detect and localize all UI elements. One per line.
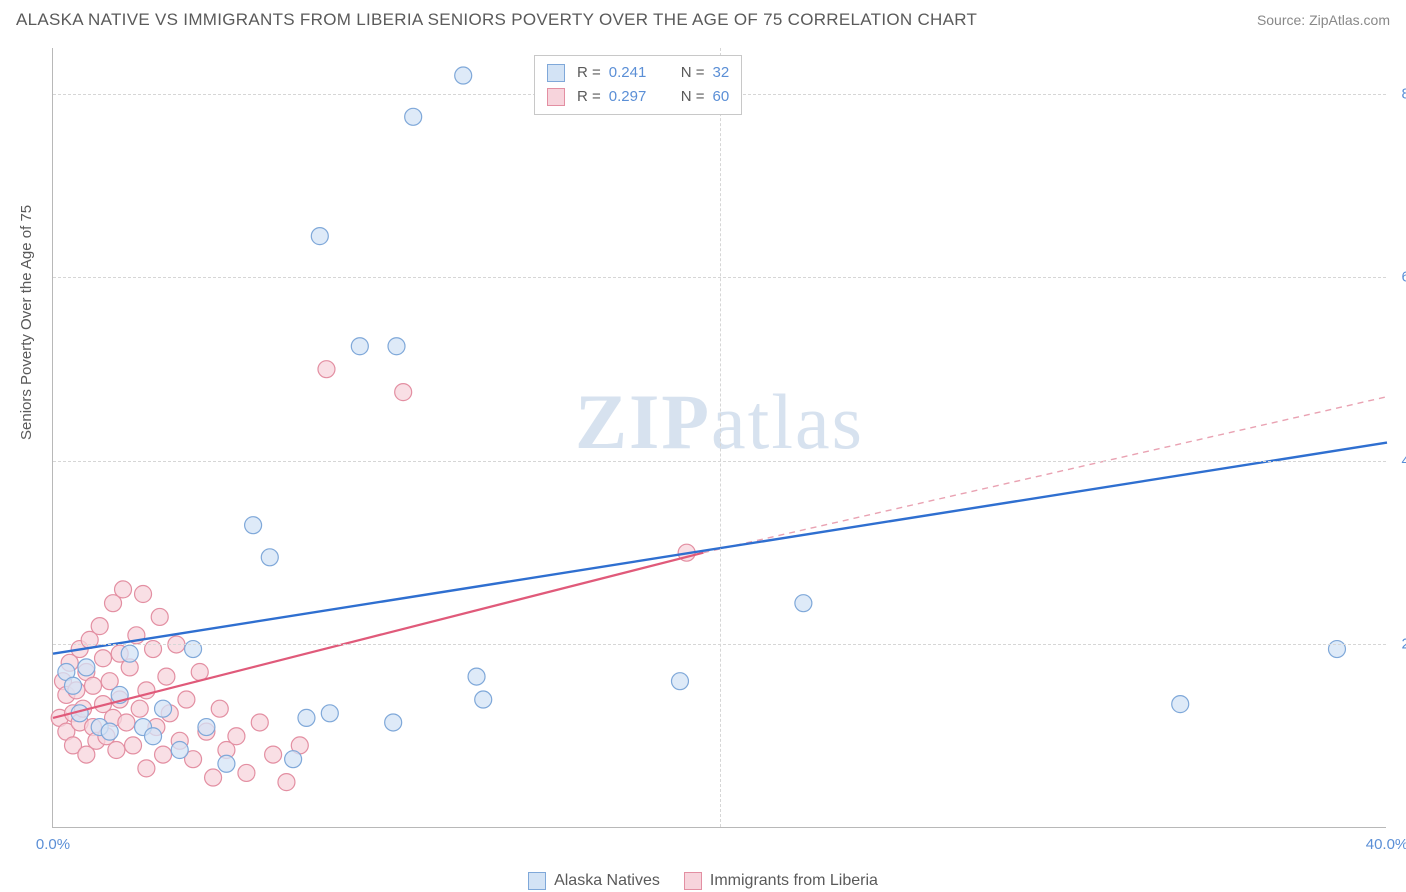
chart-title: ALASKA NATIVE VS IMMIGRANTS FROM LIBERIA… (16, 10, 977, 30)
legend-label-liberia: Immigrants from Liberia (710, 872, 878, 890)
swatch-liberia-bottom (684, 872, 702, 890)
data-point (145, 641, 162, 658)
data-point (245, 517, 262, 534)
data-point (228, 728, 245, 745)
data-point (251, 714, 268, 731)
data-point (191, 664, 208, 681)
legend-item-alaska: Alaska Natives (528, 872, 660, 890)
legend-correlation: R = 0.241 N = 32 R = 0.297 N = 60 (534, 55, 742, 115)
data-point (475, 691, 492, 708)
r-value-liberia: 0.297 (609, 85, 665, 109)
data-point (115, 581, 132, 598)
data-point (385, 714, 402, 731)
r-value-alaska: 0.241 (609, 61, 665, 85)
data-point (185, 641, 202, 658)
data-point (388, 338, 405, 355)
x-tick-label: 40.0% (1366, 836, 1406, 853)
data-point (218, 755, 235, 772)
y-axis-label: Seniors Poverty Over the Age of 75 (18, 205, 35, 440)
gridline-v (720, 48, 721, 827)
n-prefix: N = (681, 61, 705, 85)
data-point (78, 659, 95, 676)
data-point (238, 764, 255, 781)
data-point (468, 668, 485, 685)
data-point (135, 586, 152, 603)
r-prefix: R = (577, 85, 601, 109)
data-point (158, 668, 175, 685)
data-point (95, 650, 112, 667)
data-point (298, 709, 315, 726)
r-prefix: R = (577, 61, 601, 85)
data-point (155, 700, 172, 717)
data-point (151, 608, 168, 625)
data-point (285, 751, 302, 768)
data-point (311, 228, 328, 245)
data-point (671, 673, 688, 690)
legend-series: Alaska Natives Immigrants from Liberia (0, 872, 1406, 890)
data-point (145, 728, 162, 745)
data-point (265, 746, 282, 763)
data-point (178, 691, 195, 708)
data-point (205, 769, 222, 786)
data-point (321, 705, 338, 722)
data-point (261, 549, 278, 566)
data-point (138, 760, 155, 777)
legend-label-alaska: Alaska Natives (554, 872, 660, 890)
n-prefix: N = (681, 85, 705, 109)
source-label: Source: ZipAtlas.com (1257, 12, 1390, 28)
swatch-alaska (547, 64, 565, 82)
data-point (65, 677, 82, 694)
y-tick-label: 40.0% (1401, 452, 1406, 469)
data-point (395, 384, 412, 401)
legend-row-alaska: R = 0.241 N = 32 (547, 61, 729, 85)
data-point (351, 338, 368, 355)
data-point (171, 742, 188, 759)
legend-row-liberia: R = 0.297 N = 60 (547, 85, 729, 109)
data-point (85, 677, 102, 694)
data-point (318, 361, 335, 378)
swatch-liberia (547, 88, 565, 106)
data-point (118, 714, 135, 731)
y-tick-label: 80.0% (1401, 85, 1406, 102)
n-value-liberia: 60 (713, 85, 730, 109)
x-tick-label: 0.0% (36, 836, 70, 853)
data-point (91, 618, 108, 635)
data-point (278, 774, 295, 791)
y-tick-label: 60.0% (1401, 269, 1406, 286)
data-point (121, 645, 138, 662)
data-point (108, 742, 125, 759)
data-point (455, 67, 472, 84)
data-point (198, 719, 215, 736)
chart-area: ZIPatlas 20.0%40.0%60.0%80.0%0.0%40.0% (52, 48, 1386, 828)
data-point (211, 700, 228, 717)
data-point (795, 595, 812, 612)
data-point (101, 723, 118, 740)
n-value-alaska: 32 (713, 61, 730, 85)
swatch-alaska-bottom (528, 872, 546, 890)
data-point (1328, 641, 1345, 658)
legend-item-liberia: Immigrants from Liberia (684, 872, 878, 890)
data-point (155, 746, 172, 763)
data-point (1172, 696, 1189, 713)
data-point (131, 700, 148, 717)
y-tick-label: 20.0% (1401, 636, 1406, 653)
data-point (405, 108, 422, 125)
data-point (125, 737, 142, 754)
